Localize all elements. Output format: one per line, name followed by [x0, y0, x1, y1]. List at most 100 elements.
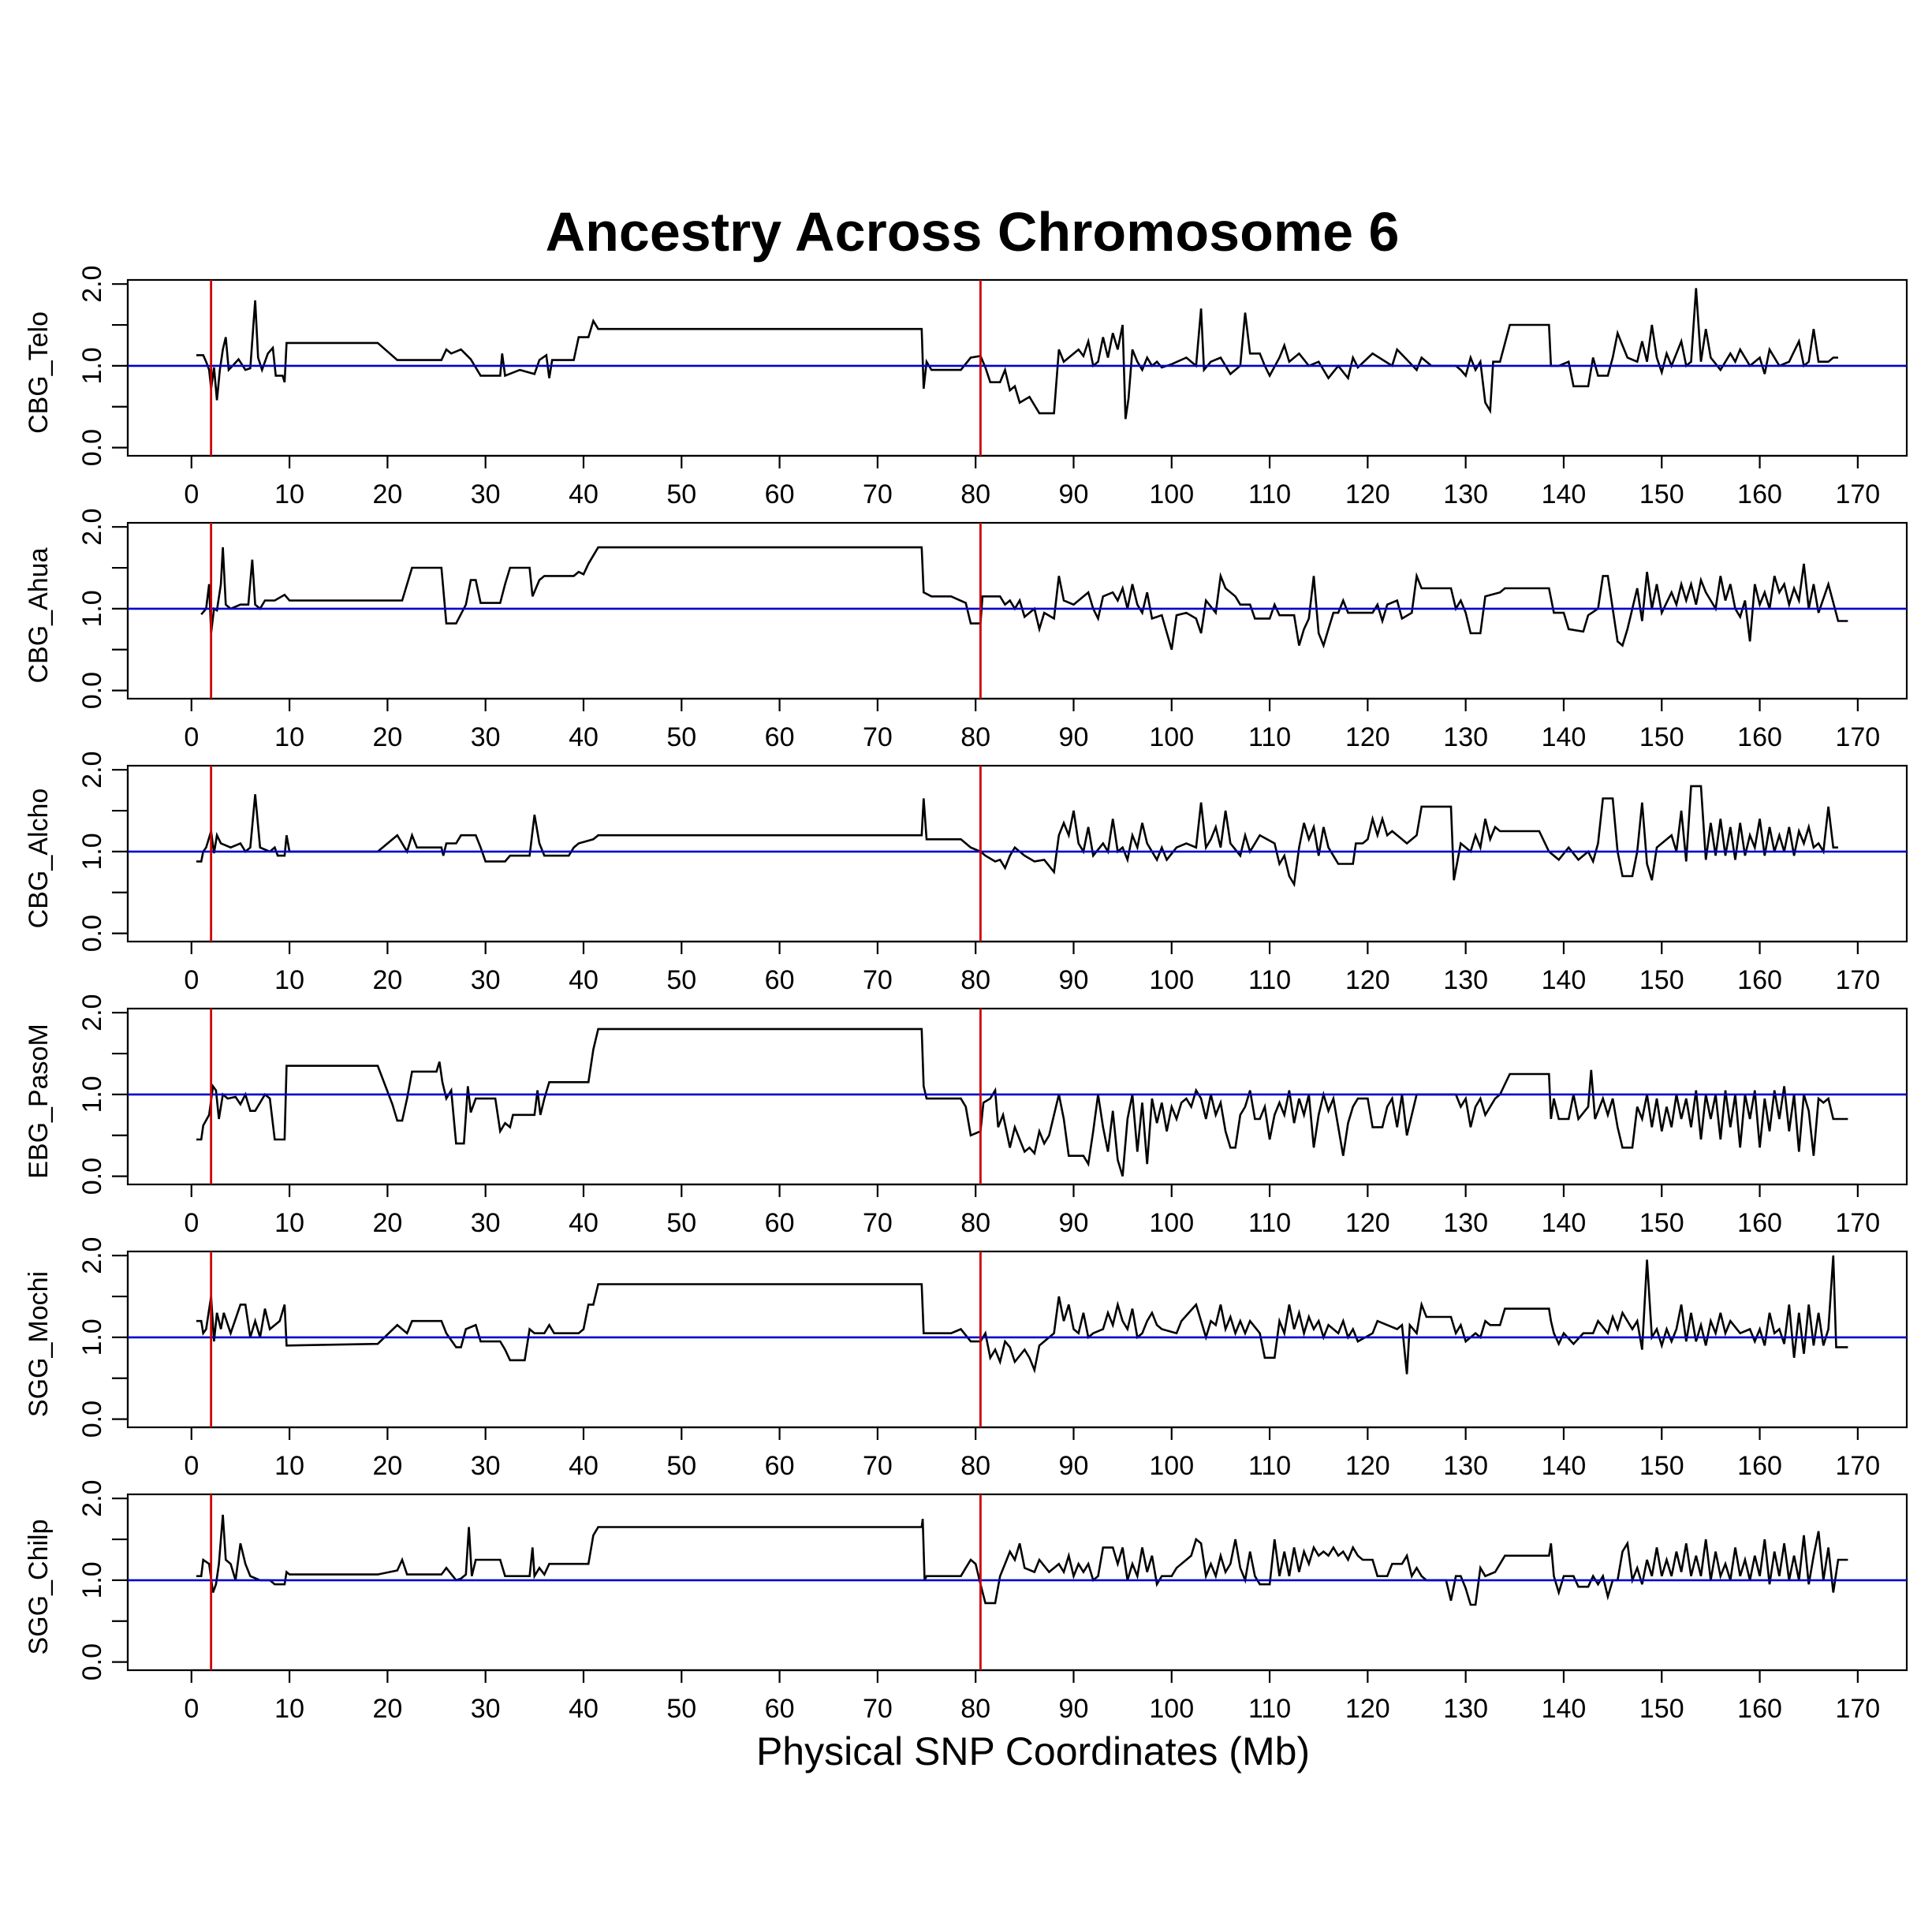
x-tick-label: 30: [471, 965, 501, 995]
x-tick-label: 70: [863, 965, 893, 995]
x-tick-label: 40: [569, 479, 599, 509]
x-tick-label: 70: [863, 722, 893, 752]
x-tick-label: 130: [1443, 965, 1488, 995]
x-tick-label: 150: [1639, 1694, 1684, 1724]
x-tick-label: 90: [1059, 1208, 1089, 1238]
x-tick-label: 110: [1248, 722, 1291, 752]
plot-frame: [126, 764, 1908, 943]
x-tick-label: 90: [1059, 479, 1089, 509]
x-tick-label: 30: [471, 479, 501, 509]
y-tick-label: 1.0: [77, 833, 107, 870]
y-axis-label: CBG_Ahua: [24, 547, 54, 683]
x-tick-label: 160: [1737, 479, 1782, 509]
x-tick-label: 40: [569, 965, 599, 995]
y-tick-label: 2.0: [77, 1237, 107, 1274]
x-tick-label: 70: [863, 1694, 893, 1724]
y-tick-label: 1.0: [77, 1076, 107, 1113]
x-tick-label: 30: [471, 1208, 501, 1238]
x-tick-label: 170: [1835, 479, 1880, 509]
x-tick-label: 60: [765, 965, 795, 995]
panel-sgg-mochi: 0.0 1.0 2.0 SGG_Mochi 0 10 20 30 40 50 60 70 80 90 100…: [24, 1237, 1908, 1481]
x-tick-label: 140: [1542, 1694, 1587, 1724]
y-axis-label: SGG_Mochi: [24, 1271, 54, 1417]
y-tick-label: 1.0: [77, 1318, 107, 1356]
x-tick-label: 170: [1835, 1451, 1880, 1481]
x-tick-label: 170: [1835, 965, 1880, 995]
y-tick-label: 0.0: [77, 1643, 107, 1680]
x-tick-label: 70: [863, 1208, 893, 1238]
ancestry-series-line: [196, 785, 1838, 888]
ancestry-series-line: [196, 288, 1838, 420]
x-tick-label: 40: [569, 722, 599, 752]
panel-cbg-telo: 0.0 1.0 2.0 CBG_Telo 0 10 20 30 40 50 60 70 80 90 100 1…: [24, 266, 1908, 509]
x-tick-label: 50: [666, 722, 696, 752]
y-axis-label: CBG_Alcho: [24, 789, 54, 929]
x-axis-label: Physical SNP Coordinates (Mb): [756, 1729, 1310, 1773]
x-tick-label: 170: [1835, 722, 1880, 752]
x-tick-label: 140: [1542, 722, 1587, 752]
y-axis-label: SGG_Chilp: [24, 1520, 54, 1655]
x-tick-label: 80: [960, 1694, 990, 1724]
ancestry-series-line: [196, 1255, 1848, 1374]
x-tick-label: 120: [1345, 1451, 1390, 1481]
x-tick-label: 60: [765, 1694, 795, 1724]
y-tick-label: 2.0: [77, 509, 107, 546]
x-tick-label: 0: [184, 479, 199, 509]
panel-sgg-chilp: 0.0 1.0 2.0 SGG_Chilp 0 10 20 30 40 50 60 70 80 90 100…: [24, 1480, 1908, 1724]
plot-frame: [126, 1493, 1908, 1672]
y-axis-label: CBG_Telo: [24, 311, 54, 434]
x-tick-label: 60: [765, 479, 795, 509]
x-tick-label: 150: [1639, 722, 1684, 752]
x-tick-label: 140: [1542, 965, 1587, 995]
x-tick-label: 60: [765, 1208, 795, 1238]
x-tick-label: 50: [666, 479, 696, 509]
x-tick-label: 150: [1639, 479, 1684, 509]
x-tick-label: 170: [1835, 1694, 1880, 1724]
x-tick-label: 10: [274, 479, 304, 509]
x-tick-label: 160: [1737, 965, 1782, 995]
x-tick-label: 110: [1248, 1694, 1291, 1724]
x-tick-label: 130: [1443, 1208, 1488, 1238]
x-tick-label: 0: [184, 1451, 199, 1481]
x-tick-label: 20: [372, 1208, 402, 1238]
x-tick-label: 10: [274, 1451, 304, 1481]
x-tick-label: 120: [1345, 965, 1390, 995]
x-tick-label: 110: [1248, 965, 1291, 995]
x-tick-label: 100: [1149, 1208, 1194, 1238]
plot-frame: [126, 278, 1908, 457]
x-tick-label: 160: [1737, 1451, 1782, 1481]
x-tick-label: 130: [1443, 479, 1488, 509]
x-tick-label: 110: [1248, 1208, 1291, 1238]
x-tick-label: 50: [666, 1694, 696, 1724]
chart-title: Ancestry Across Chromosome 6: [546, 201, 1400, 263]
x-tick-label: 10: [274, 1694, 304, 1724]
x-tick-label: 90: [1059, 1451, 1089, 1481]
x-tick-label: 90: [1059, 722, 1089, 752]
x-tick-label: 80: [960, 722, 990, 752]
y-tick-label: 2.0: [77, 266, 107, 303]
x-tick-label: 20: [372, 479, 402, 509]
x-tick-label: 80: [960, 965, 990, 995]
x-tick-label: 10: [274, 1208, 304, 1238]
x-tick-label: 110: [1248, 1451, 1291, 1481]
x-tick-label: 80: [960, 479, 990, 509]
y-tick-label: 2.0: [77, 994, 107, 1031]
panel-cbg-ahua: 0.0 1.0 2.0 CBG_Ahua 0 10 20 30 40 50 60 70 80 90 100 1…: [24, 509, 1908, 752]
x-tick-label: 100: [1149, 1451, 1194, 1481]
x-tick-label: 140: [1542, 1451, 1587, 1481]
y-axis-label: EBG_PasoM: [24, 1024, 54, 1179]
x-tick-label: 150: [1639, 1208, 1684, 1238]
x-tick-label: 0: [184, 722, 199, 752]
y-tick-label: 2.0: [77, 752, 107, 789]
x-tick-label: 130: [1443, 1451, 1488, 1481]
x-tick-label: 120: [1345, 1694, 1390, 1724]
ancestry-series-line: [196, 1028, 1848, 1177]
x-tick-label: 90: [1059, 965, 1089, 995]
x-tick-label: 150: [1639, 1451, 1684, 1481]
x-tick-label: 30: [471, 722, 501, 752]
x-tick-label: 120: [1345, 479, 1390, 509]
y-tick-label: 0.0: [77, 1401, 107, 1438]
x-tick-label: 20: [372, 1694, 402, 1724]
